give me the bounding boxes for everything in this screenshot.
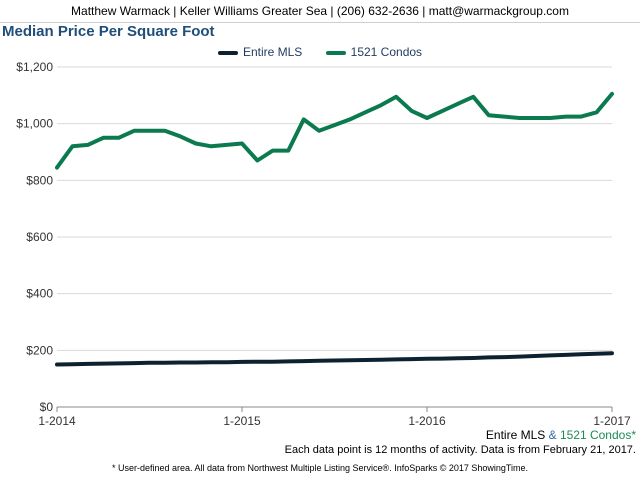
series-line-entire-mls xyxy=(55,351,614,367)
y-tick-label: $600 xyxy=(26,230,53,244)
y-tick-label: $800 xyxy=(26,173,53,187)
y-tick-label: $200 xyxy=(26,343,53,357)
legend-label-condos: 1521 Condos xyxy=(350,45,423,59)
legend-label-entire-mls: Entire MLS xyxy=(242,45,303,59)
agent-contact-header: Matthew Warmack | Keller Williams Greate… xyxy=(0,0,640,23)
series-line-condos xyxy=(55,91,614,170)
x-tick-label: 1-2017 xyxy=(593,414,631,428)
footer-ampersand: & xyxy=(545,428,560,442)
footer-series-note: Entire MLS & 1521 Condos* xyxy=(486,428,636,442)
agent-contact-text: Matthew Warmack | Keller Williams Greate… xyxy=(71,4,569,18)
x-tick-label: 1-2015 xyxy=(223,414,261,428)
y-tick-label: $0 xyxy=(40,400,54,414)
footer-series-b: 1521 Condos* xyxy=(559,428,636,442)
chart-legend: Entire MLS 1521 Condos xyxy=(0,45,640,61)
y-tick-label: $1,000 xyxy=(16,117,53,131)
legend-swatch-condos xyxy=(325,50,346,55)
chart-title: Median Price Per Square Foot xyxy=(2,23,215,40)
footer-disclaimer: * User-defined area. All data from North… xyxy=(111,463,529,473)
y-tick-label: $400 xyxy=(26,287,53,301)
legend-item-entire-mls[interactable]: Entire MLS xyxy=(217,45,303,59)
footer-series-a: Entire MLS xyxy=(485,428,546,442)
y-tick-label: $1,200 xyxy=(16,60,53,74)
legend-item-condos[interactable]: 1521 Condos xyxy=(325,45,423,59)
footer-data-note: Each data point is 12 months of activity… xyxy=(284,444,636,456)
x-tick-label: 1-2016 xyxy=(408,414,446,428)
legend-swatch-entire-mls xyxy=(217,50,238,55)
x-tick-label: 1-2014 xyxy=(38,414,76,428)
